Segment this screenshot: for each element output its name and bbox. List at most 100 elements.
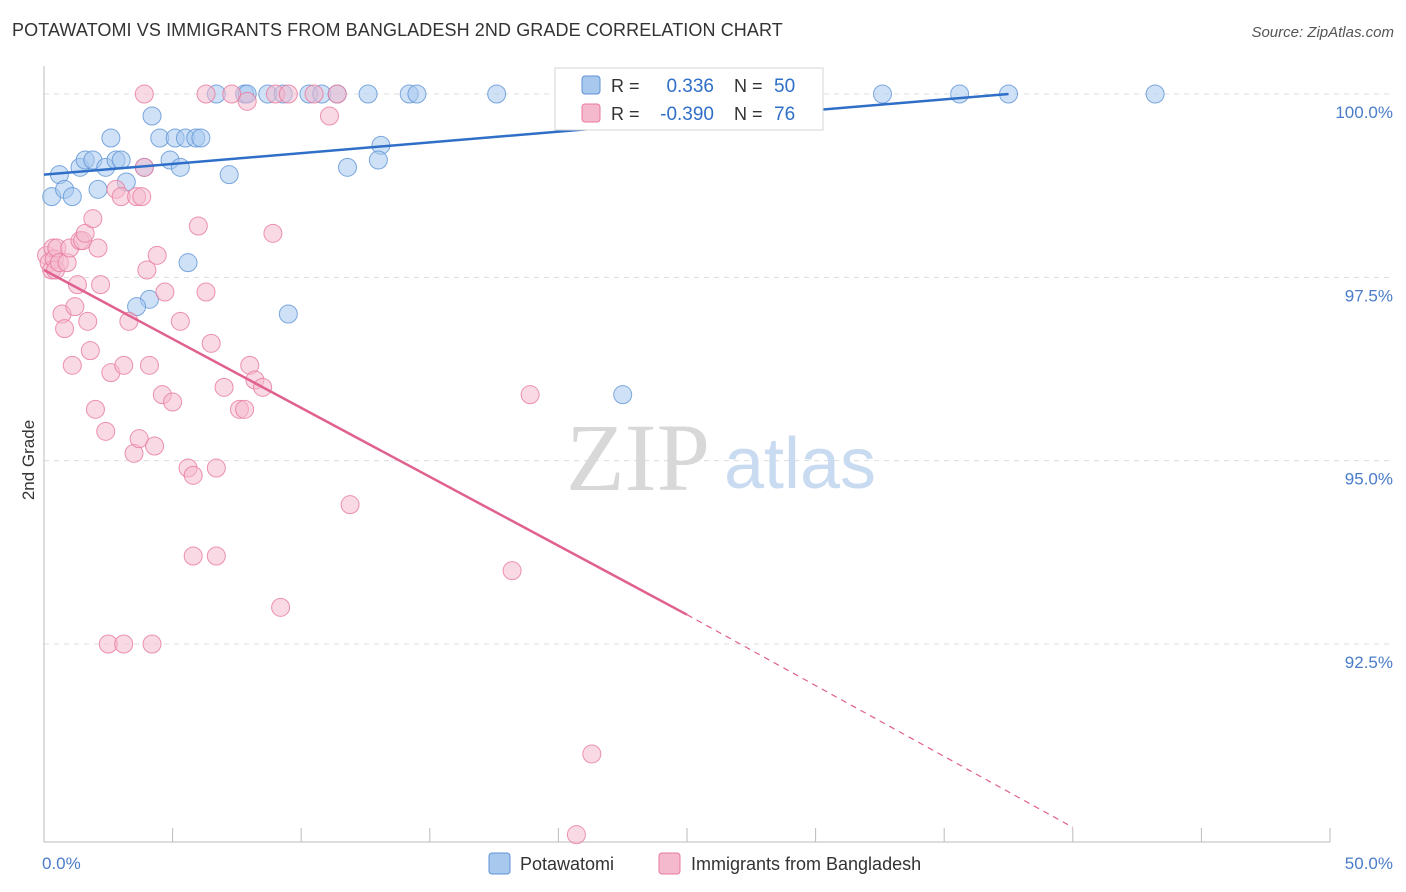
potawatomi-point <box>219 165 239 185</box>
bangladesh-point <box>201 333 221 353</box>
bangladesh-point <box>319 106 339 126</box>
potawatomi-point <box>368 150 388 170</box>
x-tick-label: 50.0% <box>1345 854 1393 873</box>
watermark-zip: ZIP <box>566 404 710 511</box>
potawatomi-point <box>358 84 378 104</box>
potawatomi-point <box>111 150 131 170</box>
legend-swatch-potawatomi <box>488 852 511 875</box>
bangladesh-point <box>263 223 283 243</box>
bangladesh-point <box>188 216 208 236</box>
axes: 100.0% 97.5% 95.0% 92.5% 0.0% 50.0% <box>42 66 1393 873</box>
bangladesh-point <box>75 223 95 243</box>
stats-legend-n-label-1: N = <box>734 76 763 96</box>
stats-legend-n-label-2: N = <box>734 104 763 124</box>
bangladesh-point <box>304 84 324 104</box>
trend-lines <box>43 92 1074 828</box>
bangladesh-point <box>85 399 105 419</box>
bangladesh-point <box>88 238 108 258</box>
potawatomi-point <box>487 84 507 104</box>
bangladesh-point <box>214 377 234 397</box>
bangladesh-point <box>327 84 347 104</box>
bangladesh-trend-line <box>43 268 688 616</box>
bangladesh-point <box>155 282 175 302</box>
legend-label-potawatomi: Potawatomi <box>520 854 614 874</box>
potawatomi-point <box>142 106 162 126</box>
stats-legend-r-value-1: 0.336 <box>666 76 714 97</box>
x-tick-label: 0.0% <box>42 854 81 873</box>
bangladesh-point <box>520 385 540 405</box>
bangladesh-point <box>132 187 152 207</box>
legend-label-bangladesh: Immigrants from Bangladesh <box>691 854 921 874</box>
stats-legend-swatch-pink <box>581 103 601 123</box>
potawatomi-point <box>613 385 633 405</box>
bangladesh-point <box>237 91 257 111</box>
bangladesh-point <box>183 465 203 485</box>
bangladesh-point <box>582 744 602 764</box>
bangladesh-point <box>566 825 586 845</box>
bangladesh-point <box>170 311 190 331</box>
potawatomi-trend-line <box>43 92 1009 176</box>
bangladesh-point <box>137 260 157 280</box>
source-label: Source: ZipAtlas.com <box>1251 24 1394 41</box>
y-tick-label: 100.0% <box>1335 103 1393 122</box>
y-tick-label: 97.5% <box>1345 286 1393 305</box>
stats-legend-r-value-2: -0.390 <box>660 104 714 125</box>
chart-title: POTAWATOMI VS IMMIGRANTS FROM BANGLADESH… <box>12 20 783 40</box>
bangladesh-point <box>134 84 154 104</box>
stats-legend-swatch-blue <box>581 75 601 95</box>
bangladesh-point <box>80 341 100 361</box>
potawatomi-point <box>127 297 147 317</box>
bangladesh-point <box>235 399 255 419</box>
y-tick-label: 92.5% <box>1345 653 1393 672</box>
bangladesh-point <box>196 282 216 302</box>
potawatomi-point <box>191 128 211 148</box>
bangladesh-point <box>271 597 291 617</box>
potawatomi-point <box>407 84 427 104</box>
bangladesh-point <box>147 245 167 265</box>
bangladesh-point <box>206 546 226 566</box>
potawatomi-point <box>337 157 357 177</box>
bangladesh-point <box>65 297 85 317</box>
bangladesh-point <box>114 634 134 654</box>
bangladesh-point <box>163 392 183 412</box>
y-axis-title: 2nd Grade <box>19 420 38 500</box>
bangladesh-point <box>206 458 226 478</box>
y-tick-label: 95.0% <box>1345 470 1393 489</box>
stats-legend-n-value-2: 76 <box>774 104 795 125</box>
potawatomi-point <box>62 187 82 207</box>
stats-legend-n-value-1: 50 <box>774 76 795 97</box>
potawatomi-point <box>101 128 121 148</box>
bangladesh-trend-extension <box>686 614 1074 828</box>
bangladesh-point <box>78 311 98 331</box>
potawatomi-point <box>1145 84 1165 104</box>
potawatomi-point <box>178 253 198 273</box>
bangladesh-point <box>502 561 522 581</box>
stats-legend-r-label-2: R = <box>611 104 640 124</box>
stats-legend-r-label-1: R = <box>611 76 640 96</box>
bottom-legend: Potawatomi Immigrants from Bangladesh <box>488 852 921 875</box>
potawatomi-point <box>950 84 970 104</box>
bangladesh-point <box>145 436 165 456</box>
bangladesh-point <box>114 355 134 375</box>
bangladesh-point <box>55 319 75 339</box>
bangladesh-point <box>142 634 162 654</box>
bangladesh-point <box>83 209 103 229</box>
bangladesh-point <box>139 355 159 375</box>
bangladesh-point <box>196 84 216 104</box>
bangladesh-point <box>96 421 116 441</box>
potawatomi-point <box>88 179 108 199</box>
bangladesh-point <box>222 84 242 104</box>
stats-legend: R = 0.336 N = 50 R = -0.390 N = 76 <box>554 67 824 131</box>
watermark: ZIP atlas <box>566 404 876 511</box>
bangladesh-point <box>62 355 82 375</box>
potawatomi-point <box>278 304 298 324</box>
bangladesh-point <box>278 84 298 104</box>
watermark-atlas: atlas <box>724 424 876 504</box>
legend-swatch-bangladesh <box>658 852 681 875</box>
bangladesh-point <box>129 429 149 449</box>
bangladesh-point <box>340 495 360 515</box>
potawatomi-point <box>872 84 892 104</box>
potawatomi-point <box>170 157 190 177</box>
bangladesh-point <box>91 275 111 295</box>
